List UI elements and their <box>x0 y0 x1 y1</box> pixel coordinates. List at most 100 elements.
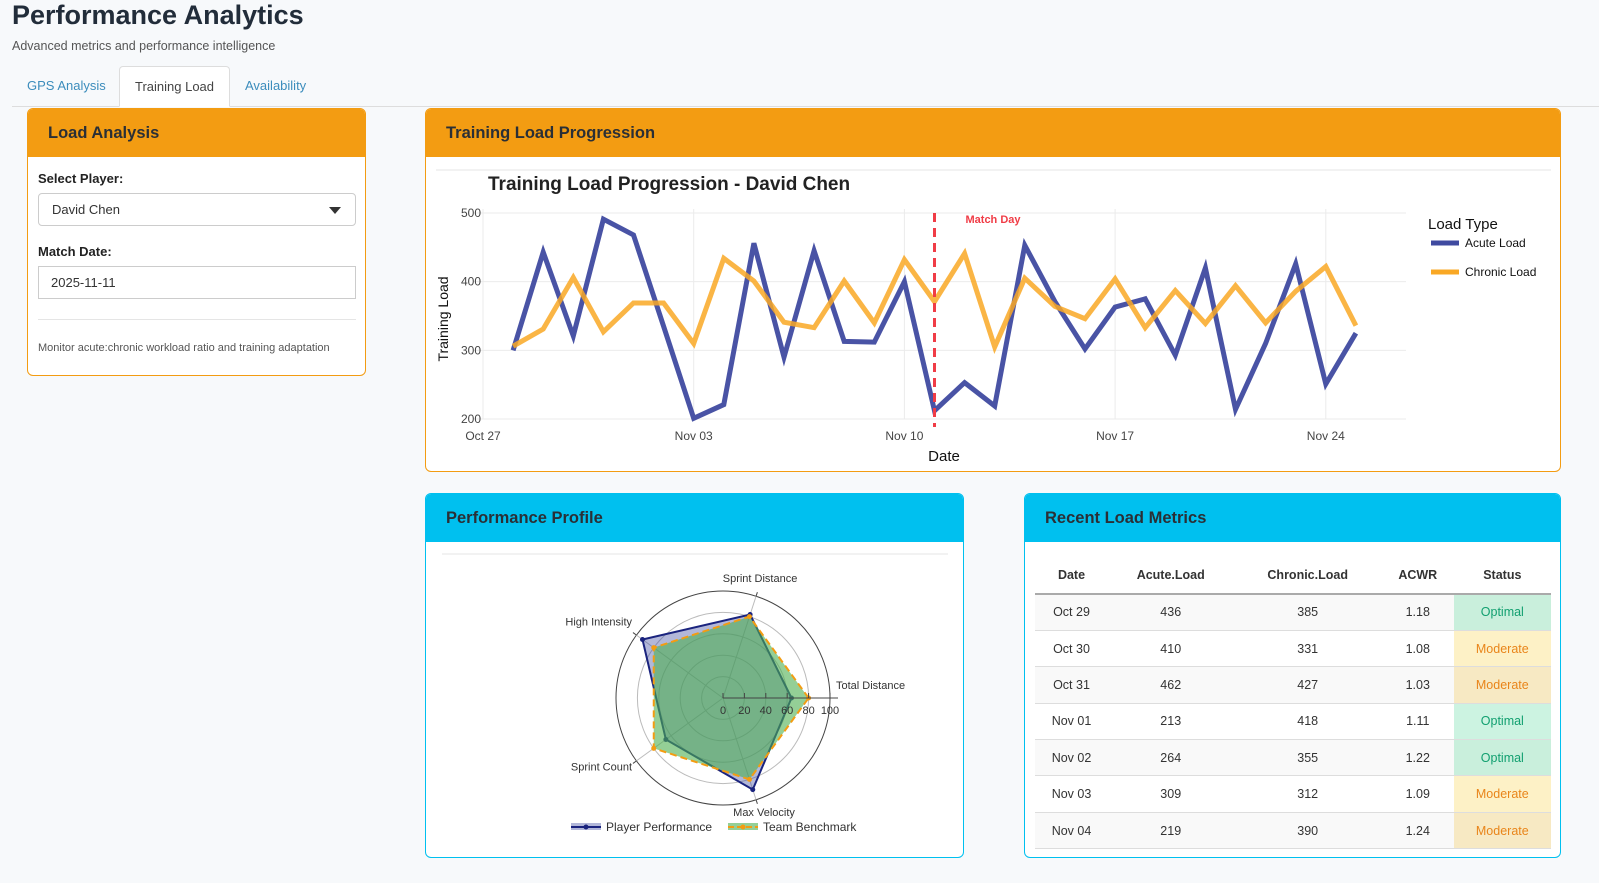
legend-marker <box>583 824 589 830</box>
angular-tick <box>755 592 758 597</box>
table-cell: Oct 29 <box>1035 594 1108 631</box>
axis-label: Sprint Count <box>571 761 632 773</box>
radial-tick-label: 40 <box>760 705 772 717</box>
table-row: Nov 01 213 418 1.11 Optimal <box>1035 703 1551 741</box>
training-load-progression-panel: Training Load Progression Training Load … <box>425 108 1561 472</box>
chart-title: Training Load Progression - David Chen <box>488 174 850 195</box>
x-axis-label: Date <box>928 448 960 465</box>
radar-point <box>639 637 645 643</box>
x-tick-label: Nov 10 <box>885 429 923 443</box>
table-cell: 1.11 <box>1381 703 1454 741</box>
table-row: Nov 02 264 355 1.22 Optimal <box>1035 739 1551 777</box>
y-tick-label: 400 <box>461 275 481 289</box>
panel-title: Training Load Progression <box>426 109 1560 157</box>
y-tick-label: 200 <box>461 412 481 426</box>
radar-point <box>651 745 657 751</box>
table-cell: Nov 01 <box>1035 703 1108 741</box>
status-badge: Moderate <box>1453 666 1551 704</box>
table-cell: 436 <box>1108 594 1234 631</box>
radar-point <box>746 614 752 620</box>
page-subtitle: Advanced metrics and performance intelli… <box>12 39 276 53</box>
help-text: Monitor acute:chronic workload ratio and… <box>38 342 330 354</box>
panel-title: Load Analysis <box>28 109 365 157</box>
status-badge: Moderate <box>1453 775 1551 813</box>
radar-point <box>651 645 657 651</box>
angular-tick <box>755 799 758 804</box>
panel-title: Performance Profile <box>426 494 963 542</box>
radar-point <box>746 776 752 782</box>
x-tick-label: Nov 24 <box>1307 429 1345 443</box>
table-row: Nov 03 309 312 1.09 Moderate <box>1035 775 1551 813</box>
table-cell: 1.22 <box>1381 739 1454 777</box>
table-cell: 390 <box>1233 812 1382 850</box>
angular-tick <box>632 632 637 636</box>
table-cell: 309 <box>1108 775 1234 813</box>
load-analysis-panel: Load Analysis Select Player: David Chen … <box>27 108 366 376</box>
axis-label: High Intensity <box>565 617 632 629</box>
table-cell: 312 <box>1233 775 1382 813</box>
x-tick-label: Oct 27 <box>465 429 501 443</box>
performance-profile-panel: Performance Profile Total Distance Sprint… <box>425 493 964 858</box>
panel-title: Recent Load Metrics <box>1025 494 1560 542</box>
column-header[interactable]: Chronic.Load <box>1233 556 1382 595</box>
tab-availability[interactable]: Availability <box>245 78 307 93</box>
y-axis-label: Training Load <box>436 276 451 361</box>
table-cell: 1.03 <box>1381 666 1454 704</box>
table-row: Oct 31 462 427 1.03 Moderate <box>1035 666 1551 704</box>
training-load-chart: Training Load Progression - David Chen 20… <box>436 169 1551 465</box>
tab-gps-analysis[interactable]: GPS Analysis <box>27 78 106 93</box>
legend-marker <box>740 824 746 830</box>
table-cell: 1.18 <box>1381 594 1454 631</box>
player-label: Select Player: <box>38 171 124 186</box>
table-cell: 1.08 <box>1381 630 1454 668</box>
caret-down-icon <box>329 207 341 214</box>
table-cell: 219 <box>1108 812 1234 850</box>
status-badge: Moderate <box>1453 630 1551 668</box>
divider <box>38 319 356 320</box>
radar-point <box>750 787 756 793</box>
page-title: Performance Analytics <box>12 0 304 30</box>
column-header[interactable]: Status <box>1453 556 1551 595</box>
table-cell: 462 <box>1108 666 1234 704</box>
table-cell: Nov 02 <box>1035 739 1108 777</box>
angular-tick <box>632 760 637 764</box>
status-badge: Optimal <box>1453 703 1551 741</box>
column-header[interactable]: Acute.Load <box>1108 556 1234 595</box>
table-row: Oct 30 410 331 1.08 Moderate <box>1035 630 1551 668</box>
y-tick-label: 500 <box>461 206 481 220</box>
status-badge: Moderate <box>1453 812 1551 850</box>
axis-label: Sprint Distance <box>723 573 798 585</box>
radial-tick-label: 80 <box>802 705 814 717</box>
table-cell: 427 <box>1233 666 1382 704</box>
table-cell: 1.24 <box>1381 812 1454 850</box>
axis-label: Max Velocity <box>733 807 795 819</box>
match-date-input[interactable]: 2025-11-11 <box>38 266 356 299</box>
table-cell: 213 <box>1108 703 1234 741</box>
status-badge: Optimal <box>1453 739 1551 777</box>
recent-load-metrics-panel: Recent Load Metrics Date Acute.Load Chroni… <box>1024 493 1561 858</box>
column-header[interactable]: ACWR <box>1381 556 1454 595</box>
y-tick-label: 300 <box>461 343 481 357</box>
table-cell: 418 <box>1233 703 1382 741</box>
table-cell: Oct 30 <box>1035 630 1108 668</box>
column-header[interactable]: Date <box>1035 556 1108 595</box>
table-cell: Oct 31 <box>1035 666 1108 704</box>
table-cell: Nov 04 <box>1035 812 1108 850</box>
legend-item: Acute Load <box>1465 236 1526 250</box>
table-cell: 355 <box>1233 739 1382 777</box>
player-select[interactable]: David Chen <box>38 193 356 226</box>
radial-tick-label: 20 <box>738 705 750 717</box>
table-cell: Nov 03 <box>1035 775 1108 813</box>
table-cell: 264 <box>1108 739 1234 777</box>
match-day-annotation: Match Day <box>966 214 1022 226</box>
legend-item: Team Benchmark <box>763 820 857 834</box>
radial-tick-label: 0 <box>720 705 726 717</box>
legend-title: Load Type <box>1428 216 1498 233</box>
table-cell: 1.09 <box>1381 775 1454 813</box>
table-row: Nov 04 219 390 1.24 Moderate <box>1035 812 1551 850</box>
legend-item: Player Performance <box>606 820 712 834</box>
tab-training-load[interactable]: Training Load <box>119 66 231 107</box>
table-cell: 331 <box>1233 630 1382 668</box>
radial-tick-label: 60 <box>781 705 793 717</box>
tab-bar: GPS Analysis Training Load Availability <box>12 66 1599 107</box>
